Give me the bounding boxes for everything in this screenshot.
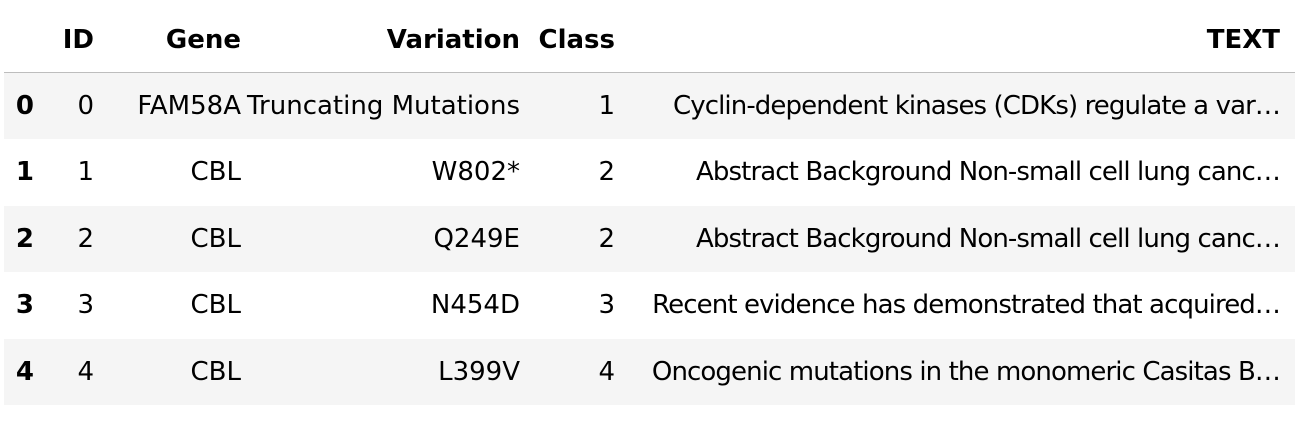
cell-text-value: Abstract Background Non-small cell lung … xyxy=(696,223,1281,254)
row-index: 2 xyxy=(15,223,34,254)
cell-text: Recent evidence has demonstrated that ac… xyxy=(615,272,1295,339)
row-index: 3 xyxy=(15,290,34,321)
header-text: TEXT xyxy=(615,8,1295,73)
header-variation: Variation xyxy=(241,8,520,73)
cell-class: 3 xyxy=(598,290,615,321)
row-index: 0 xyxy=(15,91,34,121)
row-index: 4 xyxy=(15,356,34,387)
cell-id: 3 xyxy=(77,290,94,321)
cell-gene: CBL xyxy=(190,290,241,321)
dataframe-table: ID Gene Variation Class TEXT 0 0 FAM58A … xyxy=(4,8,1295,405)
cell-gene: CBL xyxy=(190,223,241,254)
cell-id: 1 xyxy=(77,157,94,188)
table-row: 2 2 CBL Q249E 2 Abstract Background Non-… xyxy=(4,205,1295,273)
header-gene: Gene xyxy=(94,8,241,73)
table-row: 1 1 CBL W802* 2 Abstract Background Non-… xyxy=(4,139,1295,206)
cell-variation: Q249E xyxy=(433,223,520,254)
cell-text: Oncogenic mutations in the monomeric Cas… xyxy=(615,339,1295,406)
cell-variation: N454D xyxy=(430,290,520,321)
cell-text-value: Cyclin-dependent kinases (CDKs) regulate… xyxy=(672,91,1281,121)
table-row: 0 0 FAM58A Truncating Mutations 1 Cyclin… xyxy=(4,72,1295,140)
cell-class: 2 xyxy=(598,157,615,188)
cell-variation: Truncating Mutations xyxy=(247,91,520,121)
cell-text: Abstract Background Non-small cell lung … xyxy=(615,206,1295,273)
cell-variation: L399V xyxy=(438,356,520,387)
header-id: ID xyxy=(34,8,94,73)
header-class: Class xyxy=(520,8,615,73)
cell-id: 2 xyxy=(77,223,94,254)
cell-gene: CBL xyxy=(190,356,241,387)
cell-gene: FAM58A xyxy=(137,91,241,121)
cell-text-value: Recent evidence has demonstrated that ac… xyxy=(652,290,1281,321)
cell-text-value: Oncogenic mutations in the monomeric Cas… xyxy=(651,356,1281,387)
cell-text-value: Abstract Background Non-small cell lung … xyxy=(696,157,1281,188)
cell-class: 1 xyxy=(598,91,615,121)
cell-text: Cyclin-dependent kinases (CDKs) regulate… xyxy=(615,73,1295,140)
cell-id: 0 xyxy=(77,91,94,121)
cell-gene: CBL xyxy=(190,157,241,188)
header-row: ID Gene Variation Class TEXT xyxy=(4,8,1295,73)
cell-variation: W802* xyxy=(431,157,520,188)
cell-text: Abstract Background Non-small cell lung … xyxy=(615,139,1295,206)
table-row: 3 3 CBL N454D 3 Recent evidence has demo… xyxy=(4,272,1295,339)
cell-class: 4 xyxy=(598,356,615,387)
table-header: ID Gene Variation Class TEXT xyxy=(4,8,1295,73)
table-body: 0 0 FAM58A Truncating Mutations 1 Cyclin… xyxy=(4,72,1295,406)
cell-id: 4 xyxy=(77,356,94,387)
row-index: 1 xyxy=(15,157,34,188)
cell-class: 2 xyxy=(598,223,615,254)
table-row: 4 4 CBL L399V 4 Oncogenic mutations in t… xyxy=(4,338,1295,406)
header-index xyxy=(4,8,34,73)
